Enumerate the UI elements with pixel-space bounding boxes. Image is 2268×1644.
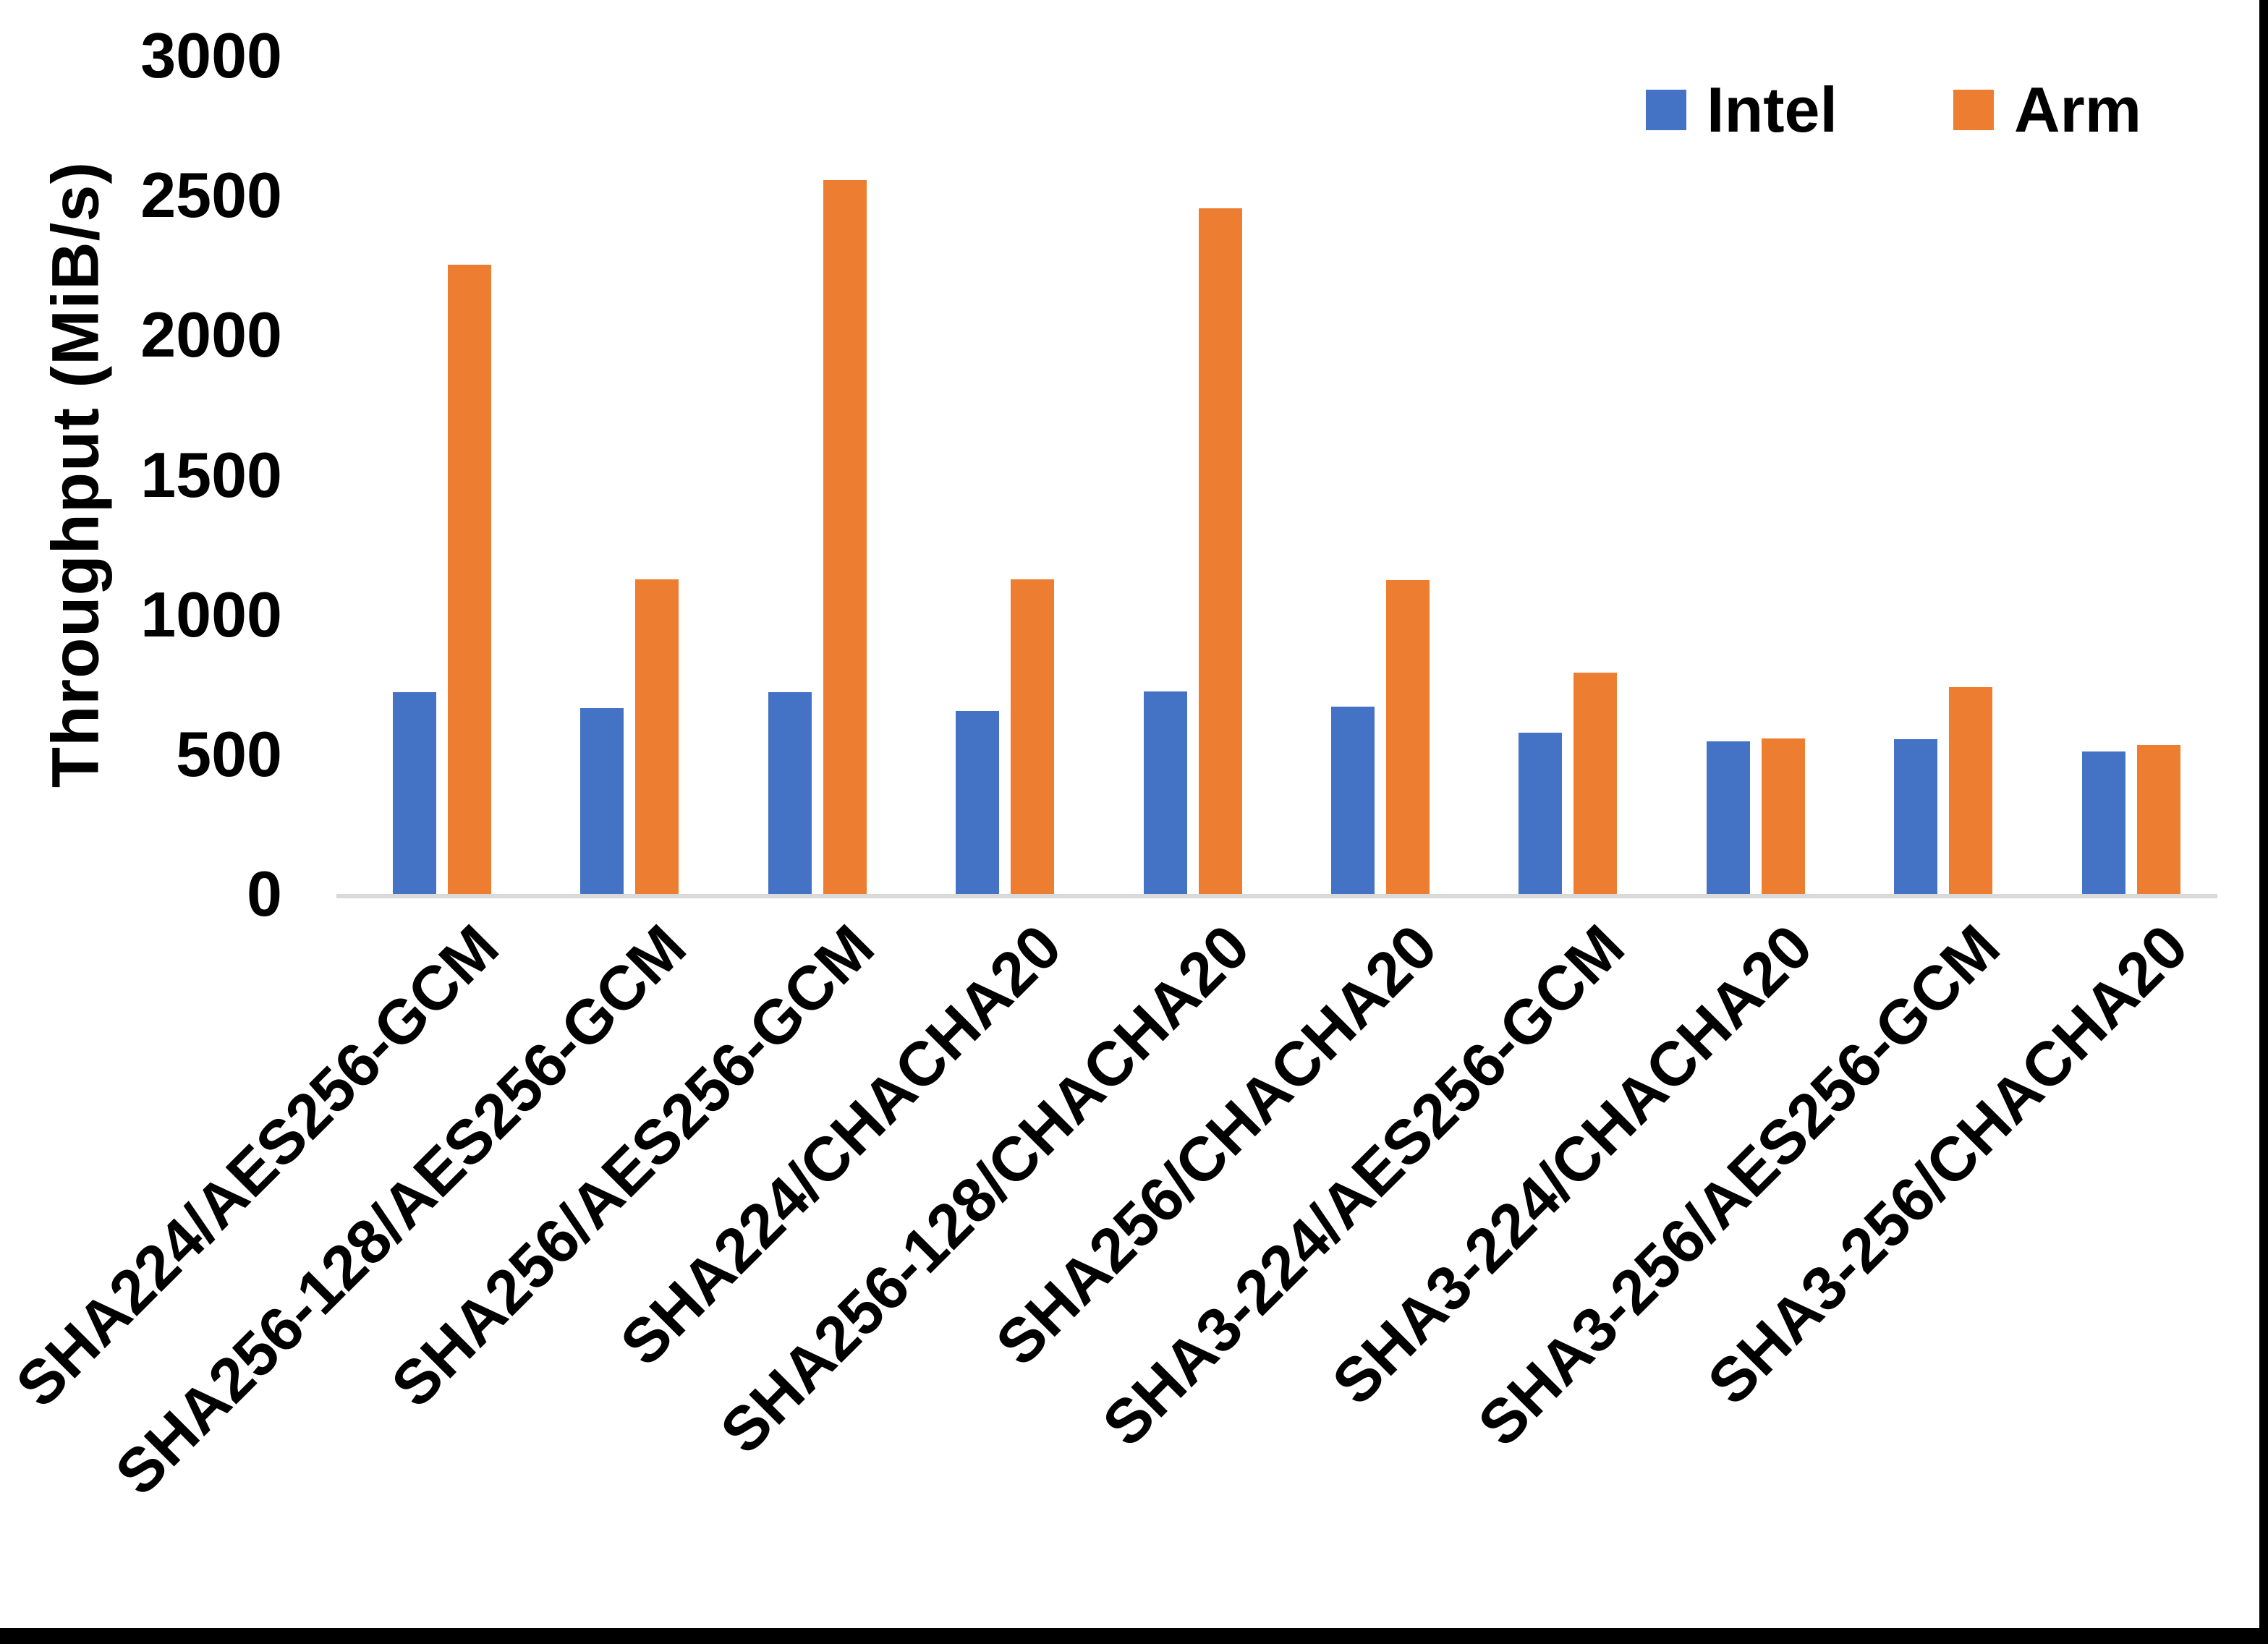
bar-intel-sha3-224-aes256-gcm bbox=[1519, 733, 1563, 894]
figure-border-bottom bbox=[0, 1628, 2268, 1644]
bar-intel-sha256-aes256-gcm bbox=[768, 691, 812, 894]
y-tick-label-2500: 2500 bbox=[140, 159, 282, 231]
y-tick-label-3000: 3000 bbox=[140, 20, 282, 91]
legend-label-arm: Arm bbox=[2013, 74, 2141, 145]
legend-label-intel: Intel bbox=[1707, 74, 1838, 145]
bar-intel-sha256-128-chacha20 bbox=[1143, 691, 1187, 894]
bar-intel-sha224-aes256-gcm bbox=[393, 692, 436, 894]
y-tick-label-500: 500 bbox=[176, 717, 282, 790]
bar-arm-sha256-128-chacha20 bbox=[1198, 208, 1242, 894]
x-axis-line bbox=[336, 894, 2217, 898]
bar-arm-sha256-chacha20 bbox=[1386, 580, 1430, 894]
bar-intel-sha256-chacha20 bbox=[1331, 707, 1375, 894]
bar-arm-sha3-224-aes256-gcm bbox=[1573, 673, 1618, 894]
bar-arm-sha256-aes256-gcm bbox=[823, 179, 867, 894]
bar-arm-sha224-chacha20 bbox=[1011, 579, 1055, 894]
bar-intel-sha224-chacha20 bbox=[956, 711, 1000, 894]
legend-item-intel: Intel bbox=[1646, 78, 1838, 142]
bar-arm-sha3-224-chacha20 bbox=[1761, 738, 1805, 894]
legend: Intel Arm bbox=[1646, 78, 2141, 142]
legend-swatch-intel bbox=[1646, 90, 1687, 130]
legend-item-arm: Arm bbox=[1953, 78, 2141, 142]
bar-arm-sha256-128-aes256-gcm bbox=[635, 579, 679, 894]
bar-intel-sha3-256-aes256-gcm bbox=[1894, 739, 1938, 894]
figure-border-right bbox=[2259, 0, 2268, 1644]
bar-intel-sha256-128-aes256-gcm bbox=[580, 708, 624, 894]
y-tick-label-1000: 1000 bbox=[140, 578, 282, 650]
bar-intel-sha3-224-chacha20 bbox=[1706, 741, 1750, 894]
y-tick-label-1500: 1500 bbox=[140, 438, 282, 511]
bar-arm-sha3-256-aes256-gcm bbox=[1949, 687, 1993, 894]
y-tick-label-0: 0 bbox=[247, 858, 282, 929]
y-tick-label-2000: 2000 bbox=[140, 299, 282, 371]
legend-swatch-arm bbox=[1953, 90, 1994, 130]
bar-arm-sha3-256-chacha20 bbox=[2136, 745, 2180, 894]
bar-arm-sha224-aes256-gcm bbox=[448, 264, 491, 894]
bar-intel-sha3-256-chacha20 bbox=[2081, 751, 2125, 894]
